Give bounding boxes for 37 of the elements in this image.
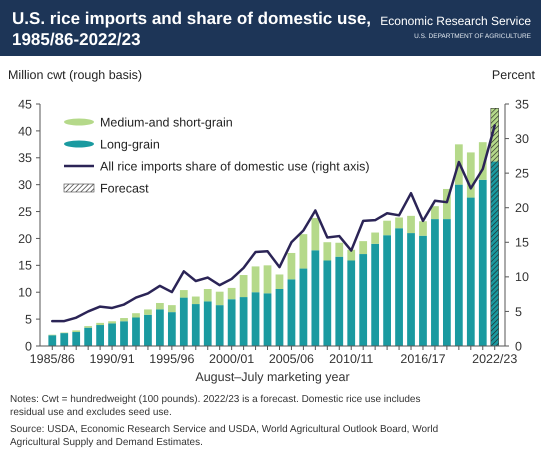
y2-axis-title: Percent — [492, 68, 536, 82]
y-tick-label: 40 — [18, 124, 32, 138]
y-tick-label: 10 — [18, 286, 32, 300]
y-tick-label: 15 — [18, 258, 32, 273]
y2-tick-label: 10 — [515, 270, 529, 284]
y-tick-label: 5 — [25, 312, 32, 326]
annotation: Forecast — [100, 181, 150, 196]
y2-tick-label: 30 — [515, 132, 529, 146]
legend-label: All rice imports share of domestic use (right axis) — [100, 159, 370, 174]
x-tick-label: 2005/06 — [268, 352, 314, 366]
x-tick-label: 1990/91 — [89, 352, 135, 366]
text: Economic Research Service — [380, 14, 532, 28]
y-tick-label: 45 — [18, 97, 32, 112]
x-tick-label: 2022/23 — [472, 352, 518, 366]
text: Notes: Cwt = hundredweight (100 pounds). 2022/23 is a forecast. Domestic rice use includes residual use and excludes seed use. — [10, 394, 420, 418]
legend-label: Medium-and short-grain — [100, 115, 233, 130]
y2-tick-label: 15 — [515, 236, 529, 250]
y2-tick-label: 0 — [515, 339, 522, 354]
source-note: Source: USDA, Economic Research Service and USDA, World Agricultural Outlook Board, World Agricultural Supply and Demand Estimates. — [10, 424, 438, 448]
y2-tick-label: 20 — [515, 201, 529, 216]
x-tick-label: 2010/11 — [329, 352, 374, 366]
chart-title: U.S. rice imports and share of domestic use, 1985/86-2022/23 — [12, 9, 371, 49]
legend-label: Long-grain — [100, 137, 160, 152]
y-tick-label: 20 — [18, 232, 32, 246]
y-tick-label: 30 — [18, 178, 32, 192]
y2-tick-label: 35 — [515, 97, 529, 112]
y-tick-label: 35 — [18, 151, 32, 166]
x-tick-label: 1995/96 — [149, 352, 194, 366]
x-tick-label: 2000/01 — [209, 352, 254, 366]
y-tick-label: 25 — [18, 204, 32, 219]
x-tick-label: 2016/17 — [400, 352, 446, 366]
x-tick-label: 1985/86 — [30, 352, 75, 366]
y-tick-label: 0 — [25, 339, 32, 354]
y2-tick-label: 25 — [515, 166, 529, 181]
y-axis-title: Million cwt (rough basis) — [8, 68, 142, 82]
y2-tick-label: 5 — [515, 304, 522, 319]
x-axis-title: August–July marketing year — [195, 370, 350, 384]
